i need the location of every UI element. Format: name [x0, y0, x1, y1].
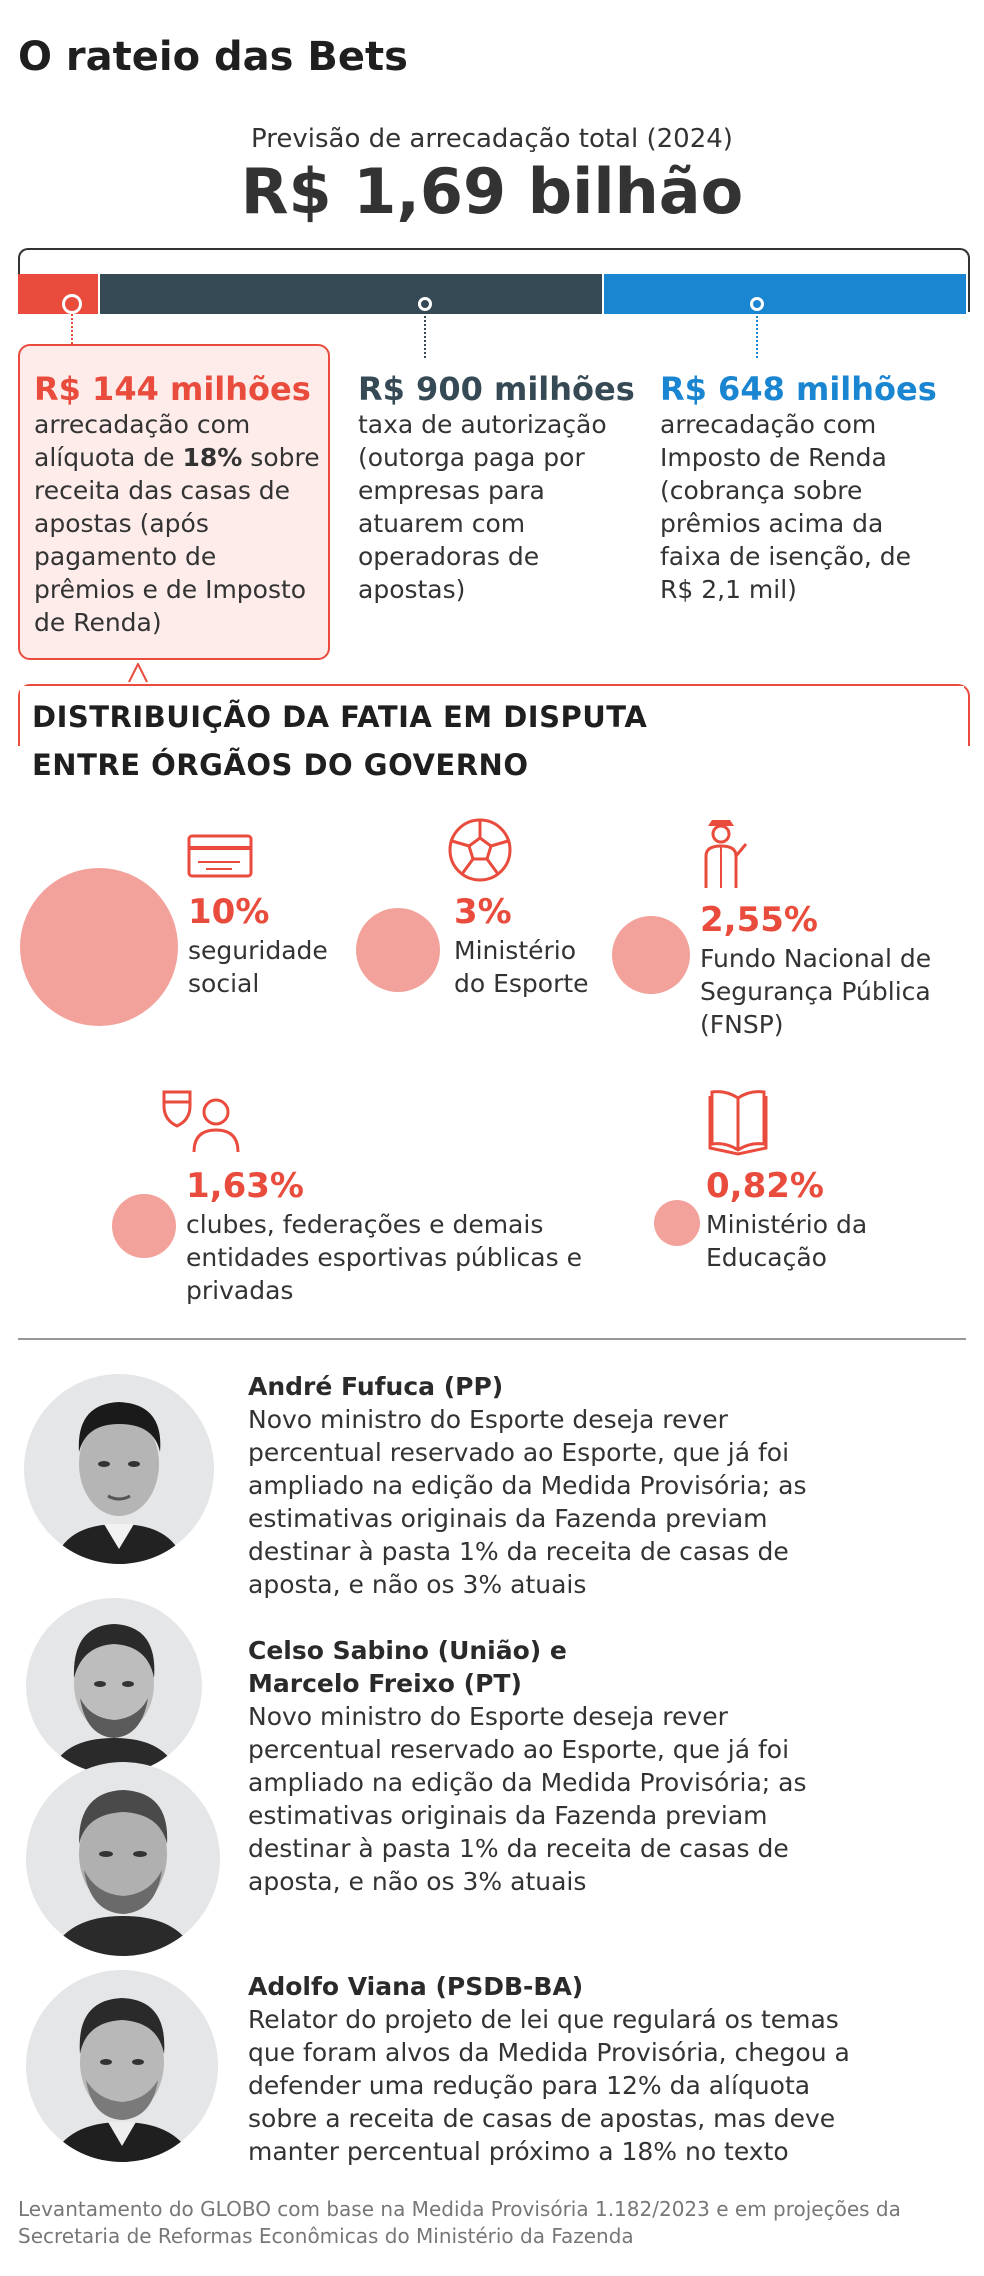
- amount-aliquota: R$ 144 milhões: [34, 370, 311, 408]
- desc-imposto-renda: arrecadação com Imposto de Renda (cobran…: [660, 410, 912, 604]
- bracket-notch: [128, 663, 148, 683]
- amount-imposto-renda: R$ 648 milhões: [660, 370, 937, 408]
- avatar-adolfo-viana: [26, 1970, 218, 2162]
- bar-segment-aliquota: [18, 274, 98, 314]
- person-desc-sabino-freixo: Novo ministro do Esporte deseja rever pe…: [248, 1702, 807, 1896]
- connector-blue: [756, 312, 758, 358]
- forecast-subtitle: Previsão de arrecadação total (2024): [251, 124, 733, 154]
- avatar-celso-sabino: [26, 1598, 202, 1774]
- share-bubble-seguridade: [20, 868, 178, 1026]
- marker-dark: [418, 297, 432, 311]
- share-pct-seguridade: 10%: [188, 892, 270, 932]
- person-name-andre-fufuca: André Fufuca (PP): [248, 1372, 504, 1401]
- share-bubble-fnsp: [612, 916, 690, 994]
- book-icon: [708, 1090, 768, 1156]
- section-divider: [18, 1338, 966, 1340]
- desc-autorizacao: taxa de autorização (outorga paga por em…: [358, 410, 607, 604]
- total-amount: R$ 1,69 bilhão: [240, 155, 744, 228]
- share-pct-educacao: 0,82%: [706, 1166, 824, 1206]
- source-note: Levantamento do GLOBO com base na Medida…: [18, 2197, 901, 2248]
- person-desc-adolfo-viana: Relator do projeto de lei que regulará o…: [248, 2005, 850, 2166]
- person-name-celso-sabino: Celso Sabino (União) e: [248, 1636, 567, 1665]
- section-title-line2: ENTRE ÓRGÃOS DO GOVERNO: [32, 748, 529, 782]
- soccer-ball-icon: [448, 818, 512, 882]
- connector-red: [71, 314, 73, 344]
- marker-blue: [750, 297, 764, 311]
- desc-aliquota: arrecadação com alíquota de 18% sobre re…: [34, 410, 320, 637]
- share-bubble-educacao: [654, 1200, 700, 1246]
- avatar-marcelo-freixo: [26, 1762, 220, 1956]
- person-name-marcelo-freixo: Marcelo Freixo (PT): [248, 1669, 522, 1698]
- share-pct-clubes: 1,63%: [186, 1166, 304, 1206]
- share-bubble-clubes: [112, 1194, 176, 1258]
- share-pct-fnsp: 2,55%: [700, 900, 818, 940]
- share-pct-esporte: 3%: [454, 892, 512, 932]
- aliquota-box: [18, 344, 330, 660]
- page-title: O rateio das Bets: [18, 34, 408, 80]
- police-officer-icon: [704, 820, 748, 888]
- avatar-andre-fufuca: [24, 1374, 214, 1564]
- person-name-adolfo-viana: Adolfo Viana (PSDB-BA): [248, 1972, 584, 2001]
- amount-autorizacao: R$ 900 milhões: [358, 370, 635, 408]
- connector-dark: [424, 312, 426, 358]
- athlete-shield-icon: [162, 1090, 240, 1153]
- share-label-esporte: Ministério do Esporte: [454, 936, 589, 998]
- share-label-educacao: Ministério da Educação: [706, 1210, 868, 1272]
- share-bubble-esporte: [356, 908, 440, 992]
- marker-red: [62, 294, 82, 314]
- person-desc-andre-fufuca: Novo ministro do Esporte deseja rever pe…: [248, 1405, 807, 1599]
- distribution-bracket: [18, 684, 970, 746]
- card-icon: [187, 834, 253, 878]
- share-label-fnsp: Fundo Nacional de Segurança Pública (FNS…: [700, 944, 932, 1039]
- share-label-clubes: clubes, federações e demais entidades es…: [186, 1210, 582, 1305]
- share-label-seguridade: seguridade social: [188, 936, 328, 998]
- bar-segment-autorizacao: [100, 274, 602, 314]
- section-title-line1: DISTRIBUIÇÃO DA FATIA EM DISPUTA: [32, 700, 648, 734]
- bar-segment-imposto-renda: [604, 274, 966, 314]
